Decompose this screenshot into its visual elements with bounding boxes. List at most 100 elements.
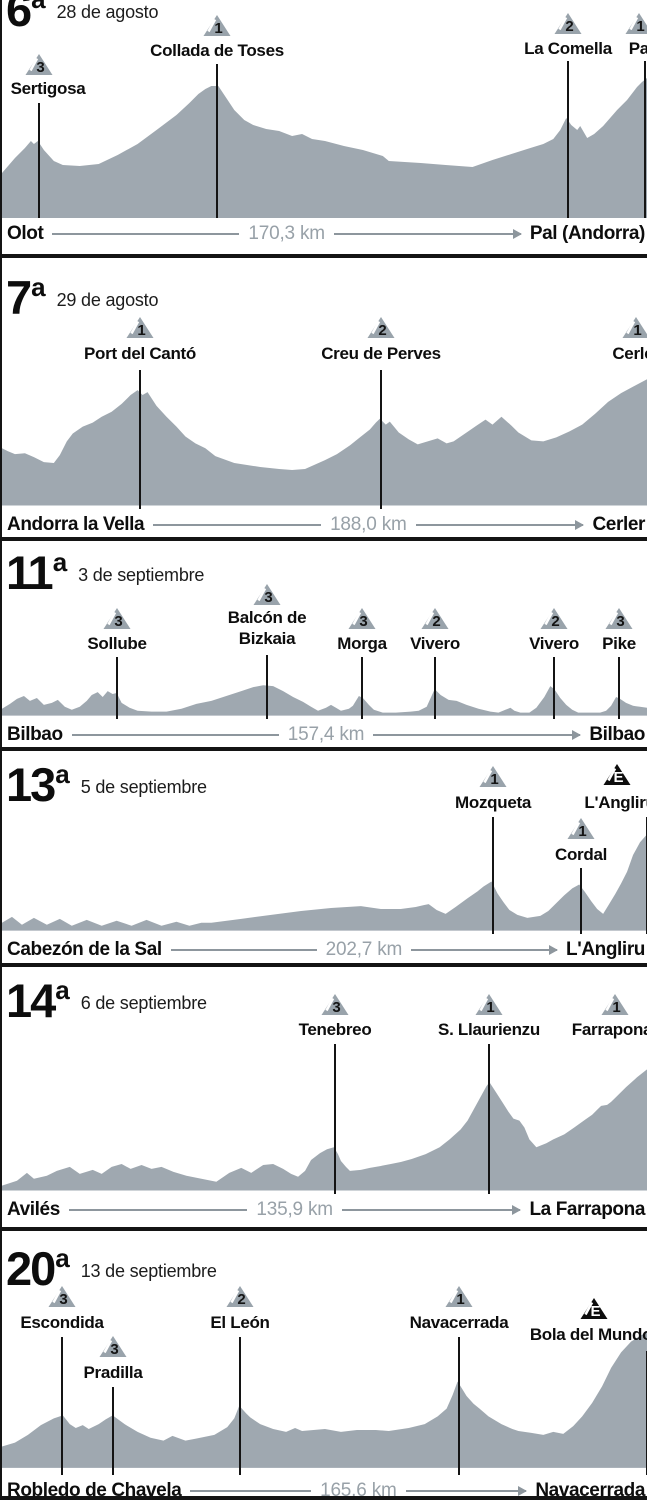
category-triangle-icon: 1 <box>622 317 647 339</box>
elevation-profile-area <box>2 685 647 716</box>
svg-text:1: 1 <box>214 20 222 37</box>
stage-distance: 170,3 km <box>248 223 325 244</box>
climb-name: El León <box>210 1313 270 1332</box>
route-arrow-icon <box>575 520 585 530</box>
svg-text:1: 1 <box>486 999 494 1016</box>
start-location: Andorra la Vella <box>7 514 145 535</box>
climb-name: Port del Cantó <box>84 344 196 363</box>
stage-panel-14: 14a 6 de septiembre Avilés 135,9 km La F… <box>0 963 647 1227</box>
category-especial-triangle-icon: E <box>603 764 631 786</box>
stage-header: 6a 28 de agosto <box>6 0 159 33</box>
svg-text:2: 2 <box>565 18 573 35</box>
category-triangle-icon: 1 <box>479 766 507 788</box>
route-line-left <box>153 524 322 526</box>
svg-text:1: 1 <box>137 322 145 339</box>
stage-panel-7: 7a 29 de agosto Andorra la Vella 188,0 k… <box>0 254 647 537</box>
climb-name: Cordal <box>554 845 608 864</box>
svg-text:3: 3 <box>264 589 272 606</box>
category-triangle-icon: 1 <box>601 994 629 1016</box>
elevation-profile-area <box>2 78 647 218</box>
climb-name: Creu de Perves <box>321 344 441 363</box>
climb-summit-line <box>361 657 363 719</box>
stage-date: 28 de agosto <box>56 2 159 22</box>
finish-location: La Farrapona <box>529 1199 646 1220</box>
climb-name: S. Llaurienzu <box>438 1020 540 1039</box>
stage-distance: 165,6 km <box>320 1480 397 1500</box>
svg-text:1: 1 <box>633 322 641 339</box>
category-triangle-icon: 3 <box>348 608 376 630</box>
route-arrow-icon <box>512 1205 522 1215</box>
climb-summit-line <box>644 61 646 218</box>
climb-name: Morga <box>337 634 387 653</box>
climb-summit-line <box>61 1337 63 1475</box>
route-line-right <box>373 730 582 740</box>
climb-summit-line <box>334 1044 336 1194</box>
route-line-left <box>190 1490 312 1492</box>
elevation-profile-area <box>2 1069 647 1191</box>
start-location: Olot <box>7 223 44 244</box>
route-summary: Robledo de Chavela 165,6 km Navacerrada <box>7 1480 645 1500</box>
svg-text:3: 3 <box>36 59 44 76</box>
category-triangle-icon: 1 <box>475 994 503 1016</box>
stage-distance: 135,9 km <box>256 1199 333 1220</box>
stage-number: 11a <box>6 546 68 599</box>
stage-number: 14a <box>6 974 70 1027</box>
climb-summit-line <box>580 868 582 934</box>
climb-summit-line <box>492 817 494 934</box>
stage-date: 3 de septiembre <box>78 565 205 585</box>
climb-name: La Comella <box>524 39 612 58</box>
climb-summit-line <box>38 103 40 218</box>
route-arrow-icon <box>549 945 558 955</box>
start-location: Cabezón de la Sal <box>7 939 162 960</box>
elevation-silhouette <box>2 1331 647 1468</box>
route-summary: Avilés 135,9 km La Farrapona <box>7 1199 645 1221</box>
route-summary: Bilbao 157,4 km Bilbao <box>7 724 645 746</box>
climb-summit-line <box>216 64 218 218</box>
climb-name: Farrapona <box>571 1020 647 1039</box>
category-triangle-icon: 1 <box>126 317 154 339</box>
stage-header: 14a 6 de septiembre <box>6 977 207 1024</box>
climb-name: Vivero <box>529 634 579 653</box>
route-summary: Olot 170,3 km Pal (Andorra) <box>7 223 645 245</box>
climb-summit-line <box>553 657 555 719</box>
svg-text:1: 1 <box>578 823 586 840</box>
climb-summit-line <box>239 1337 241 1475</box>
stage-panel-13: 13a 5 de septiembre Cabezón de la Sal 20… <box>0 747 647 963</box>
climb-name: Sollube <box>87 634 147 653</box>
svg-text:2: 2 <box>551 613 559 630</box>
route-line-right <box>411 945 558 955</box>
svg-text:3: 3 <box>59 1291 67 1308</box>
category-triangle-icon: 2 <box>554 13 582 35</box>
stage-panel-11: 11a 3 de septiembre Bilbao 157,4 km Bilb… <box>0 537 647 747</box>
category-triangle-icon: 1 <box>567 818 595 840</box>
climb-name: Pradilla <box>83 1363 143 1382</box>
start-location: Robledo de Chavela <box>7 1480 182 1500</box>
route-arrow-icon <box>572 730 582 740</box>
route-line-right <box>341 1205 522 1215</box>
climb-name: Tenebreo <box>298 1020 372 1039</box>
category-triangle-icon: 3 <box>25 54 53 76</box>
start-location: Avilés <box>7 1199 60 1220</box>
climb-name: Pike <box>602 634 636 653</box>
svg-text:2: 2 <box>432 613 440 630</box>
climb-name: Vivero <box>410 634 460 653</box>
elevation-profile-area <box>2 379 647 506</box>
elevation-silhouette <box>2 685 647 716</box>
climb-summit-line <box>112 1387 114 1475</box>
category-triangle-icon: 1 <box>203 15 231 37</box>
climb-name: Navacerrada <box>409 1313 509 1332</box>
svg-text:E: E <box>590 1303 600 1320</box>
route-line-right <box>405 1486 528 1496</box>
route-line-left <box>170 949 317 951</box>
category-triangle-icon: 3 <box>605 608 633 630</box>
climb-summit-line <box>458 1337 460 1475</box>
category-triangle-icon: 3 <box>103 608 131 630</box>
climb-name: Pal <box>628 39 647 58</box>
climb-summit-line <box>116 657 118 719</box>
climb-name: Balcón de Bizkaia <box>227 608 307 648</box>
stage-date: 13 de septiembre <box>80 1261 217 1281</box>
climb-summit-line <box>567 61 569 218</box>
finish-location: Pal (Andorra) <box>529 223 646 244</box>
category-triangle-icon: 2 <box>540 608 568 630</box>
svg-text:3: 3 <box>616 613 624 630</box>
